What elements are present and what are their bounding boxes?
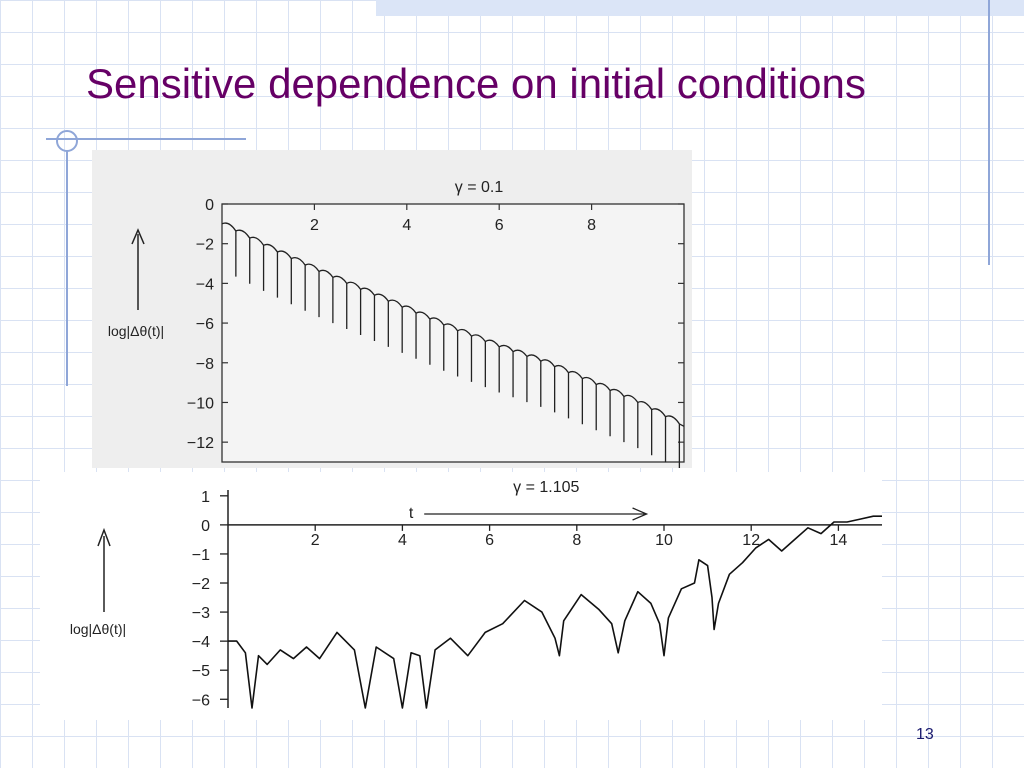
chart2-y-tick-label-5: −4 xyxy=(192,634,210,651)
chart2-x-tick-label-1: 4 xyxy=(398,532,407,549)
chart2-x-tick-label-3: 8 xyxy=(572,532,581,549)
chart-gamma-1-105: 10−1−2−3−4−5−62 4 6 8 10 12 14γ = 1.105tlog|Δθ… xyxy=(40,472,882,720)
decor-horizontal-line xyxy=(46,138,246,140)
chart1-y-tick-label-2: −4 xyxy=(196,276,214,293)
chart2-x-tick-label-0: 2 xyxy=(311,532,320,549)
chart1-y-tick-label-6: −12 xyxy=(187,435,214,452)
chart2-y-tick-label-3: −2 xyxy=(192,576,210,593)
chart2-x-tick-label-2: 6 xyxy=(485,532,494,549)
chart2-series-line xyxy=(228,515,882,709)
chart2-ylabel: log|Δθ(t)| xyxy=(70,621,126,637)
chart1-x-tick-label-0: 2 xyxy=(310,217,319,234)
chart2-x-tick-label-4: 10 xyxy=(655,532,673,549)
chart1-y-tick-label-4: −8 xyxy=(196,356,214,373)
slide-title: Sensitive dependence on initial conditio… xyxy=(86,60,866,107)
chart1-title: γ = 0.1 xyxy=(455,179,504,196)
chart2-y-tick-label-2: −1 xyxy=(192,547,210,564)
chart2-y-tick-label-1: 0 xyxy=(201,518,210,535)
decor-vertical-line-right xyxy=(988,0,990,265)
chart1-y-tick-label-5: −10 xyxy=(187,395,214,412)
chart2-title: γ = 1.105 xyxy=(513,479,579,496)
chart-gamma-0-1: 0 −2 −4 −6 −8 −10 −12 2 4 6 8 γ = 0.1 log|Δθ(t)| xyxy=(92,150,692,470)
decor-vertical-line-left xyxy=(66,150,68,386)
chart1-plot-frame xyxy=(221,203,685,463)
chart2-paper-background xyxy=(40,472,882,720)
chart2-y-tick-label-6: −5 xyxy=(192,663,210,680)
chart-gamma-0-1-figure: 0 −2 −4 −6 −8 −10 −12 2 4 6 8 γ = 0.1 log|Δθ(t)| xyxy=(92,150,692,470)
chart2-ylabel-arrow-head xyxy=(97,527,111,547)
chart1-y-tick-label-3: −6 xyxy=(196,316,214,333)
chart2-y-tick-label-0: 1 xyxy=(201,489,210,506)
slide-number: 13 xyxy=(916,726,934,743)
chart1-series-line xyxy=(221,222,685,470)
chart1-x-tick-label-3: 8 xyxy=(587,217,596,234)
chart2-y-tick-label-4: −3 xyxy=(192,605,210,622)
chart1-x-tick-label-1: 4 xyxy=(402,217,411,234)
decor-circle xyxy=(56,130,78,152)
chart2-x-tick-label-6: 14 xyxy=(830,532,848,549)
chart-gamma-1-105-figure: 1 0 −1 −2 −3 −4 −5 −6 2 4 6 8 10 12 14 γ = 1.105 t log|Δθ… xyxy=(40,472,882,720)
chart1-y-tick-label-0: 0 xyxy=(205,197,214,214)
chart1-ylabel-arrow-head xyxy=(131,228,145,245)
chart2-y-tick-label-7: −6 xyxy=(192,692,210,709)
chart1-ylabel: log|Δθ(t)| xyxy=(108,323,164,339)
chart2-x-tick-label-5: 12 xyxy=(742,532,760,549)
chart1-x-tick-label-2: 6 xyxy=(495,217,504,234)
top-decor-band xyxy=(376,0,1024,16)
chart2-axis-arrow-label: t xyxy=(409,505,414,522)
chart2-t-arrow-head xyxy=(632,507,649,521)
chart1-y-tick-label-1: −2 xyxy=(196,237,214,254)
